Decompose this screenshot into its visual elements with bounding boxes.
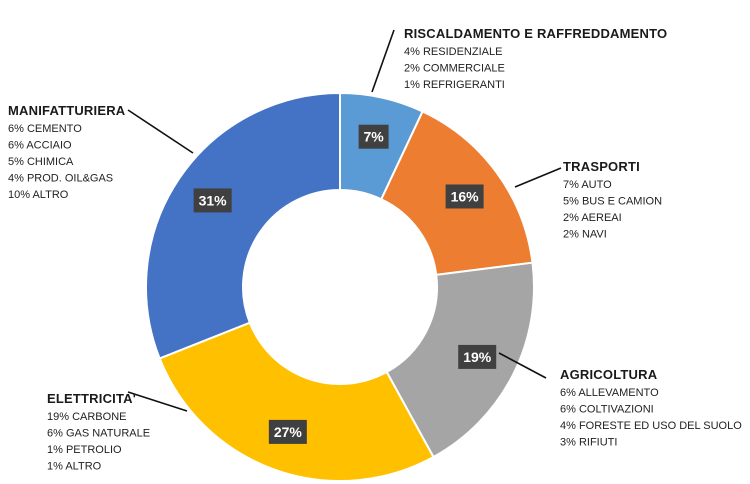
slice-label-agricoltura: 19% bbox=[458, 344, 497, 369]
donut-slices bbox=[145, 91, 535, 482]
slice-label-riscaldamento-e-raffreddamento: 7% bbox=[358, 124, 389, 149]
category-detail: 4% FORESTE ED USO DEL SUOLO bbox=[560, 420, 742, 432]
category-detail: 6% CEMENTO bbox=[8, 123, 82, 135]
slice-value-text: 27% bbox=[274, 424, 303, 440]
category-detail: 10% ALTRO bbox=[8, 189, 69, 201]
category-detail: 6% ALLEVAMENTO bbox=[560, 387, 659, 399]
slice-value-labels: 7% 16% 19% 27% 31% bbox=[193, 124, 497, 444]
leader-line-trasporti bbox=[514, 167, 562, 188]
annotation-agricoltura: AGRICOLTURA 6% ALLEVAMENTO 6% COLTIVAZIONI… bbox=[560, 367, 742, 449]
leader-line-riscaldamento bbox=[371, 29, 395, 93]
category-detail: 1% PETROLIO bbox=[47, 444, 122, 456]
slice-value-text: 16% bbox=[451, 188, 480, 204]
category-detail: 4% PROD. OIL&GAS bbox=[8, 173, 113, 185]
leader-lines bbox=[127, 29, 562, 412]
slice-label-box bbox=[358, 124, 389, 149]
category-detail: 19% CARBONE bbox=[47, 411, 126, 423]
category-title: MANIFATTURIERA bbox=[8, 103, 126, 118]
slice-label-manifatturiera: 31% bbox=[193, 188, 232, 213]
category-detail: 5% BUS E CAMION bbox=[563, 196, 662, 208]
category-detail: 1% ALTRO bbox=[47, 461, 102, 473]
category-detail: 4% RESIDENZIALE bbox=[404, 46, 502, 58]
slice-label-box bbox=[193, 188, 232, 213]
slice-label-box bbox=[268, 419, 307, 444]
leader-line-manifatturiera bbox=[127, 109, 194, 154]
annotation-riscaldamento-e-raffreddamento: RISCALDAMENTO E RAFFREDDAMENTO 4% RESIDEN… bbox=[404, 26, 667, 91]
annotation-manifatturiera: MANIFATTURIERA 6% CEMENTO 6% ACCIAIO 5% CHI… bbox=[8, 103, 126, 201]
category-title: RISCALDAMENTO E RAFFREDDAMENTO bbox=[404, 26, 667, 41]
slice-value-text: 31% bbox=[199, 192, 228, 208]
category-detail: 2% AEREAI bbox=[563, 212, 622, 224]
slice-label-box bbox=[458, 344, 497, 369]
leader-line-elettricita bbox=[127, 391, 188, 412]
slice-label-elettricita: 27% bbox=[268, 419, 307, 444]
annotation-elettricita: ELETTRICITA' 19% CARBONE 6% GAS NATURALE 1%… bbox=[47, 391, 150, 473]
category-title: ELETTRICITA' bbox=[47, 391, 136, 406]
category-detail: 7% AUTO bbox=[563, 179, 612, 191]
category-detail: 6% COLTIVAZIONI bbox=[560, 404, 654, 416]
leader-line-agricoltura bbox=[498, 352, 547, 379]
annotation-trasporti: TRASPORTI 7% AUTO 5% BUS E CAMION 2% AEREAI… bbox=[563, 159, 662, 241]
slice-label-box bbox=[445, 184, 484, 209]
slice-manifatturiera bbox=[145, 91, 341, 360]
slice-value-text: 19% bbox=[463, 349, 492, 365]
category-detail: 3% RIFIUTI bbox=[560, 437, 617, 449]
category-detail: 1% REFRIGERANTI bbox=[404, 79, 505, 91]
category-detail: 2% COMMERCIALE bbox=[404, 63, 505, 75]
category-detail: 6% ACCIAIO bbox=[8, 140, 72, 152]
slice-elettricita bbox=[158, 321, 435, 482]
category-title: TRASPORTI bbox=[563, 159, 640, 174]
category-title: AGRICOLTURA bbox=[560, 367, 658, 382]
category-detail: 2% NAVI bbox=[563, 229, 607, 241]
category-annotations: RISCALDAMENTO E RAFFREDDAMENTO 4% RESIDEN… bbox=[8, 26, 742, 473]
category-detail: 5% CHIMICA bbox=[8, 156, 74, 168]
category-detail: 6% GAS NATURALE bbox=[47, 428, 150, 440]
slice-value-text: 7% bbox=[363, 129, 384, 145]
slice-label-trasporti: 16% bbox=[445, 184, 484, 209]
